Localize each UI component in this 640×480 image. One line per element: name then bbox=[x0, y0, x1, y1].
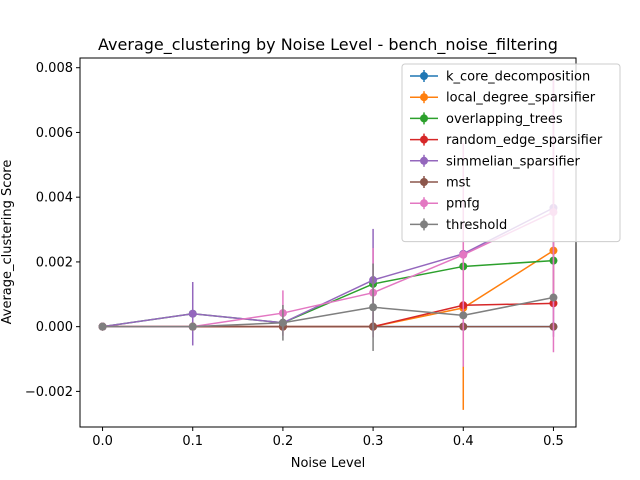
legend-marker bbox=[420, 220, 428, 229]
data-point bbox=[459, 250, 468, 259]
axes-frame bbox=[79, 57, 577, 428]
legend-label: mst bbox=[446, 176, 471, 191]
data-point bbox=[459, 311, 468, 320]
legend-entry: mst bbox=[410, 176, 471, 191]
legend-marker bbox=[420, 178, 428, 186]
legend-entry: random_edge_sparsifier bbox=[410, 133, 603, 148]
data-point bbox=[98, 322, 107, 331]
legend-entry: pmfg bbox=[410, 197, 480, 212]
data-point bbox=[549, 293, 558, 302]
x-tick-label: 0.1 bbox=[182, 434, 203, 449]
y-tick-label: 0.000 bbox=[36, 320, 73, 335]
y-tick-label: −0.002 bbox=[25, 385, 73, 400]
y-tick-label: 0.004 bbox=[36, 191, 73, 206]
data-point bbox=[188, 309, 197, 318]
legend-entry: local_degree_sparsifier bbox=[410, 91, 596, 106]
legend-marker bbox=[420, 93, 428, 102]
legend-marker bbox=[420, 135, 428, 144]
x-tick-label: 0.2 bbox=[273, 434, 294, 449]
legend-marker bbox=[420, 156, 428, 165]
legend-entry: k_core_decomposition bbox=[410, 70, 590, 85]
legend-label: pmfg bbox=[446, 197, 480, 212]
legend-label: simmelian_sparsifier bbox=[446, 154, 581, 169]
y-tick-label: 0.008 bbox=[36, 61, 73, 76]
x-axis-title: Noise Level bbox=[291, 456, 366, 471]
y-axis-title: Average_clustering Score bbox=[0, 160, 15, 325]
data-point bbox=[369, 303, 378, 312]
legend-frame bbox=[401, 63, 621, 243]
series-line bbox=[102, 296, 554, 328]
data-point bbox=[278, 318, 287, 327]
legend-entry: threshold bbox=[410, 218, 507, 233]
legend-label: k_core_decomposition bbox=[446, 70, 590, 85]
x-tick-label: 0.3 bbox=[363, 434, 384, 449]
series-overlapping_trees bbox=[98, 256, 558, 331]
legend-marker bbox=[420, 72, 428, 80]
legend-marker bbox=[420, 114, 428, 123]
legend-label: threshold bbox=[446, 218, 507, 233]
x-tick-label: 0.4 bbox=[453, 434, 474, 449]
series-threshold bbox=[98, 263, 558, 351]
chart-title: Average_clustering by Noise Level - benc… bbox=[98, 35, 558, 55]
x-tick-label: 0.5 bbox=[543, 434, 564, 449]
series-line bbox=[102, 207, 554, 328]
data-point bbox=[188, 322, 197, 331]
legend-entry: simmelian_sparsifier bbox=[410, 154, 581, 169]
legend: k_core_decomposition local_degree_sparsif… bbox=[401, 63, 621, 243]
legend-label: random_edge_sparsifier bbox=[446, 133, 603, 148]
x-tick-label: 0.0 bbox=[92, 434, 113, 449]
legend-label: local_degree_sparsifier bbox=[446, 91, 596, 106]
legend-label: overlapping_trees bbox=[446, 112, 563, 127]
y-tick-label: 0.006 bbox=[36, 126, 73, 141]
legend-entry: overlapping_trees bbox=[410, 112, 563, 127]
legend-marker bbox=[420, 199, 428, 208]
y-tick-label: 0.002 bbox=[36, 255, 73, 270]
